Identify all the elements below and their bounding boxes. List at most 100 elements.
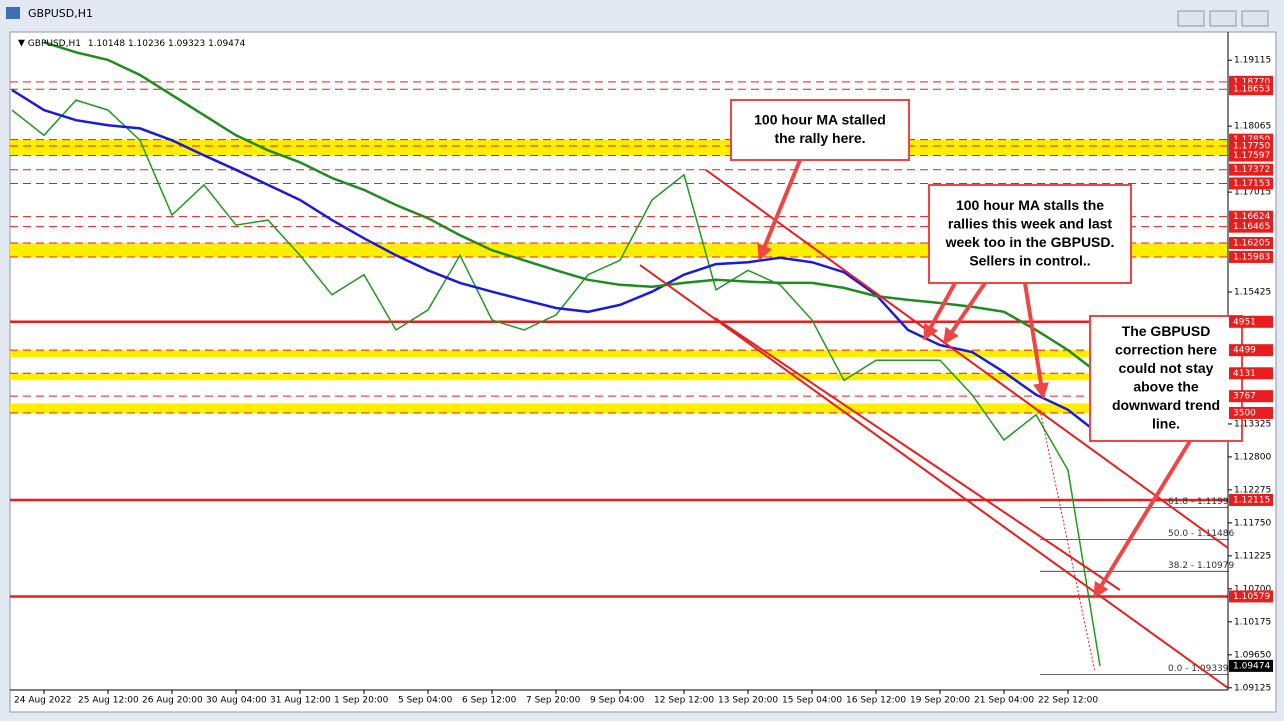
level-label-bg (1229, 163, 1273, 176)
fib-label: 0.0 - 1.09339 (1168, 664, 1229, 674)
x-tick-label: 31 Aug 12:00 (270, 696, 331, 706)
level-label-bg (1229, 367, 1273, 380)
minimize-button[interactable] (1177, 10, 1205, 27)
trend-line (639, 264, 1229, 689)
y-tick-label: 1.11750 (1234, 518, 1271, 528)
level-label-bg (1229, 250, 1273, 263)
x-tick-label: 15 Sep 04:00 (782, 696, 842, 706)
y-tick-label: 1.13325 (1234, 419, 1271, 429)
x-tick-label: 30 Aug 04:00 (206, 696, 267, 706)
moving-average (11, 88, 1101, 436)
annotation-text: week too in the GBPUSD. (945, 234, 1115, 250)
level-label-bg (1229, 590, 1273, 603)
annotation-text: 100 hour MA stalls the (956, 197, 1104, 213)
chart-area (9, 31, 1277, 713)
trend-lines (639, 169, 1229, 689)
annotation-text: above the (1133, 378, 1199, 394)
x-tick-label: 16 Sep 12:00 (846, 696, 906, 706)
annotation-text: 100 hour MA stalled (754, 111, 886, 127)
level-label: 1.12115 (1233, 495, 1270, 505)
moving-average (43, 41, 1101, 376)
annotation-text: correction here (1115, 341, 1217, 357)
annotation-text: The GBPUSD (1122, 323, 1211, 339)
annotation-box (1089, 315, 1243, 442)
annotation-arrow (757, 159, 802, 261)
level-label-bg (1229, 493, 1273, 506)
x-tick-label: 26 Aug 20:00 (142, 696, 203, 706)
annotation-text: the rally here. (774, 130, 865, 146)
level-label: 1.10579 (1233, 592, 1270, 602)
level-label: 1.17597 (1233, 151, 1270, 161)
level-label: 1.15983 (1233, 252, 1270, 262)
annotation-text: Sellers in control.. (969, 252, 1090, 268)
trend-line (705, 169, 1229, 549)
x-tick-label: 6 Sep 12:00 (462, 696, 517, 706)
level-label: 1.16205 (1233, 239, 1270, 249)
x-tick-label: 7 Sep 20:00 (526, 696, 581, 706)
trend-line (714, 317, 1121, 591)
chart-header: ▼ GBPUSD,H1 1.10148 1.10236 1.09323 1.09… (18, 39, 246, 49)
y-tick-label: 1.12800 (1234, 452, 1271, 462)
level-label: 1.18770 (1233, 77, 1270, 87)
window-title: GBPUSD,H1 (28, 7, 93, 20)
annotation-box (928, 184, 1132, 284)
fib-trend (1039, 409, 1096, 673)
level-label: 3767 (1233, 392, 1256, 402)
fib-label: 50.0 - 1.11486 (1168, 529, 1234, 539)
annotation-text: line. (1152, 415, 1180, 431)
level-label: 1.16465 (1233, 222, 1270, 232)
x-tick-label: 13 Sep 20:00 (718, 696, 778, 706)
level-label-bg (1229, 210, 1273, 223)
price-zone (10, 403, 1228, 413)
annotation-text: downward trend (1112, 397, 1220, 413)
x-tick-label: 5 Sep 04:00 (398, 696, 453, 706)
window-buttons[interactable] (1177, 10, 1269, 27)
y-tick-label: 1.18065 (1234, 122, 1271, 132)
annotation-arrow (923, 282, 957, 341)
level-label: 1.16624 (1233, 212, 1270, 222)
fib-label: 38.2 - 1.10979 (1168, 561, 1234, 571)
y-tick-label: 1.09650 (1234, 650, 1271, 660)
level-label-bg (1229, 237, 1273, 250)
y-tick-label: 1.12275 (1234, 485, 1271, 495)
level-label: 1.18653 (1233, 85, 1270, 95)
price-zone (10, 139, 1228, 156)
level-label: 1.17750 (1233, 141, 1270, 151)
y-tick-label: 1.19115 (1234, 56, 1271, 66)
level-label: 1.17372 (1233, 165, 1270, 175)
price-zone (10, 373, 1228, 381)
y-tick-label: 1.11225 (1234, 551, 1271, 561)
level-label-bg (1229, 315, 1273, 328)
annotation-text: rallies this week and last (948, 215, 1113, 231)
y-tick-label: 1.15425 (1234, 288, 1271, 298)
price-zone (10, 350, 1228, 358)
annotation-arrow (943, 281, 987, 345)
level-label-bg (1229, 390, 1273, 403)
x-tick-label: 24 Aug 2022 (14, 696, 72, 706)
price-line (11, 99, 1101, 667)
level-label-bg (1229, 139, 1273, 152)
annotation-box (730, 99, 910, 161)
level-label: 4951 (1233, 317, 1256, 327)
level-label-bg (1229, 406, 1273, 419)
y-tick-label: 1.10175 (1234, 617, 1271, 627)
y-tick-label: 1.17015 (1234, 188, 1271, 198)
price-label: 1.09474 (1233, 661, 1270, 671)
maximize-button[interactable] (1209, 10, 1237, 27)
level-label: 4499 (1233, 346, 1256, 356)
level-label-bg (1229, 344, 1273, 357)
fib-label: 61.8 - 1.11993 (1168, 497, 1234, 507)
x-tick-label: 21 Sep 04:00 (974, 696, 1034, 706)
annotation-arrow (1023, 282, 1049, 400)
annotation-arrow (1093, 439, 1192, 599)
level-label-bg (1229, 149, 1273, 162)
y-tick-label: 1.10700 (1234, 584, 1271, 594)
x-tick-label: 22 Sep 12:00 (1038, 696, 1098, 706)
close-button[interactable] (1241, 10, 1269, 27)
level-label-bg (1229, 177, 1273, 190)
x-tick-label: 1 Sep 20:00 (334, 696, 389, 706)
annotation-text: could not stay (1119, 360, 1214, 376)
x-tick-label: 12 Sep 12:00 (654, 696, 714, 706)
price-label-bg (1229, 659, 1273, 672)
